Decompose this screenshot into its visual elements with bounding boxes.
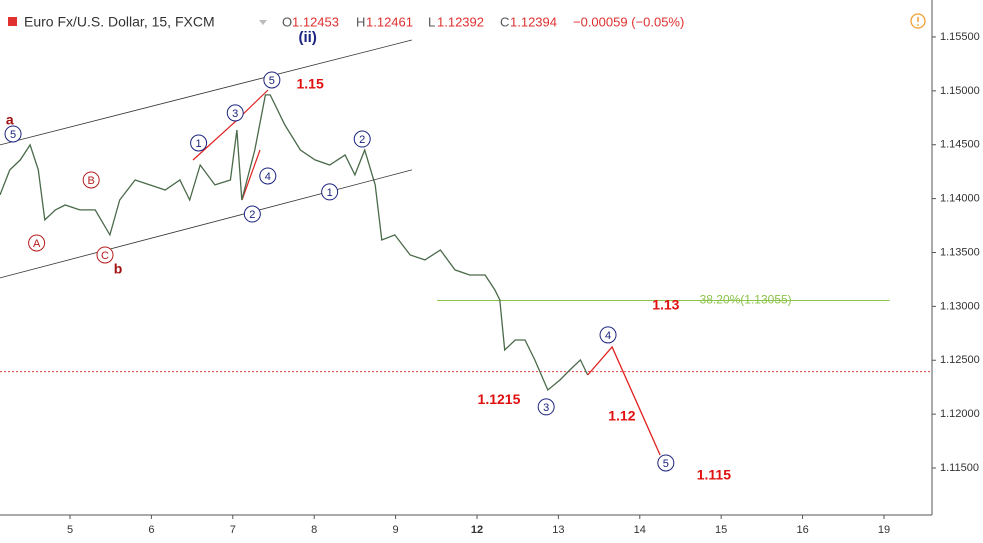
wave-guide — [241, 149, 261, 201]
annotation: 3 — [232, 108, 238, 120]
annotation: 1.13 — [652, 297, 679, 313]
annotation: C — [101, 250, 109, 262]
series-line — [587, 345, 661, 456]
annotation: b — [114, 261, 123, 277]
warning-icon[interactable] — [910, 13, 926, 29]
y-tick-label: 1.15000 — [940, 85, 980, 97]
y-tick-label: 1.14000 — [940, 193, 980, 205]
annotation: a — [6, 112, 14, 128]
x-tick-label: 6 — [148, 524, 154, 536]
low-label: L — [428, 14, 435, 29]
x-tick-label: 13 — [552, 524, 564, 536]
series-line — [0, 39, 412, 146]
annotation: 5 — [10, 129, 16, 141]
wave-circle — [96, 246, 114, 264]
y-tick-label: 1.15500 — [940, 31, 980, 43]
annotation: 1.15 — [296, 76, 323, 92]
symbol-icon — [8, 17, 17, 26]
annotation: 2 — [359, 134, 365, 146]
y-tick-label: 1.12500 — [940, 354, 980, 366]
warning-circle[interactable] — [910, 13, 926, 29]
warning-dot[interactable] — [917, 24, 919, 26]
x-tick-label: 5 — [67, 524, 73, 536]
wave-guide — [192, 120, 237, 161]
close-value: 1.12394 — [510, 14, 557, 29]
annotation: 1.12 — [608, 408, 635, 424]
change-value: −0.00059 (−0.05%) — [573, 14, 684, 29]
y-tick-label: 1.13000 — [940, 300, 980, 312]
wave-circle — [353, 130, 371, 148]
y-tick-label: 1.13500 — [940, 246, 980, 258]
wave-circle — [28, 234, 46, 252]
x-tick-label: 16 — [796, 524, 808, 536]
symbol: Euro Fx/U.S. Dollar, 15, FXCM — [24, 14, 215, 30]
y-tick-label: 1.11500 — [940, 462, 979, 474]
wave-circle — [82, 171, 100, 189]
wave-circle — [4, 125, 22, 143]
y-tick-label: 1.12000 — [940, 408, 980, 420]
high-value: 1.12461 — [366, 14, 413, 29]
x-tick-label: 14 — [634, 524, 646, 536]
series-line — [0, 169, 413, 279]
high-label: H — [356, 14, 365, 29]
open-label: O — [282, 14, 292, 29]
x-tick-label: 7 — [230, 524, 236, 536]
annotation: A — [33, 238, 41, 250]
annotation: 5 — [269, 75, 275, 87]
wave-circle — [190, 134, 208, 152]
wave-circle — [657, 454, 675, 472]
annotation: (ii) — [299, 29, 317, 46]
open-value: 1.12453 — [292, 14, 339, 29]
annotation: 3 — [543, 402, 549, 414]
annotation: 1.115 — [697, 467, 731, 483]
wave-circle — [537, 398, 555, 416]
x-tick-label: 19 — [878, 524, 890, 536]
annotation: 1.1215 — [478, 391, 521, 407]
x-tick-label: 12 — [471, 524, 483, 536]
wave-circle — [226, 104, 244, 122]
low-value: 1.12392 — [437, 14, 484, 29]
dropdown-caret[interactable] — [259, 20, 267, 25]
annotation: 4 — [605, 330, 611, 342]
close-label: C — [500, 14, 509, 29]
horizontal-line-label: 38.20%(1.13055) — [700, 293, 792, 307]
annotation: 1 — [327, 187, 333, 199]
annotation: 1 — [196, 138, 202, 150]
x-tick-label: 15 — [715, 524, 727, 536]
wave-circle — [321, 183, 339, 201]
y-tick-label: 1.14500 — [940, 139, 980, 151]
annotation: B — [87, 175, 94, 187]
x-tick-label: 9 — [393, 524, 399, 536]
annotation: 4 — [265, 171, 271, 183]
wave-circle — [599, 326, 617, 344]
annotation: 5 — [663, 458, 669, 470]
wave-circle — [259, 167, 277, 185]
annotation: 2 — [249, 209, 255, 221]
wave-circle — [243, 205, 261, 223]
x-tick-label: 8 — [311, 524, 317, 536]
series-line — [0, 94, 589, 392]
wave-circle — [263, 71, 281, 89]
